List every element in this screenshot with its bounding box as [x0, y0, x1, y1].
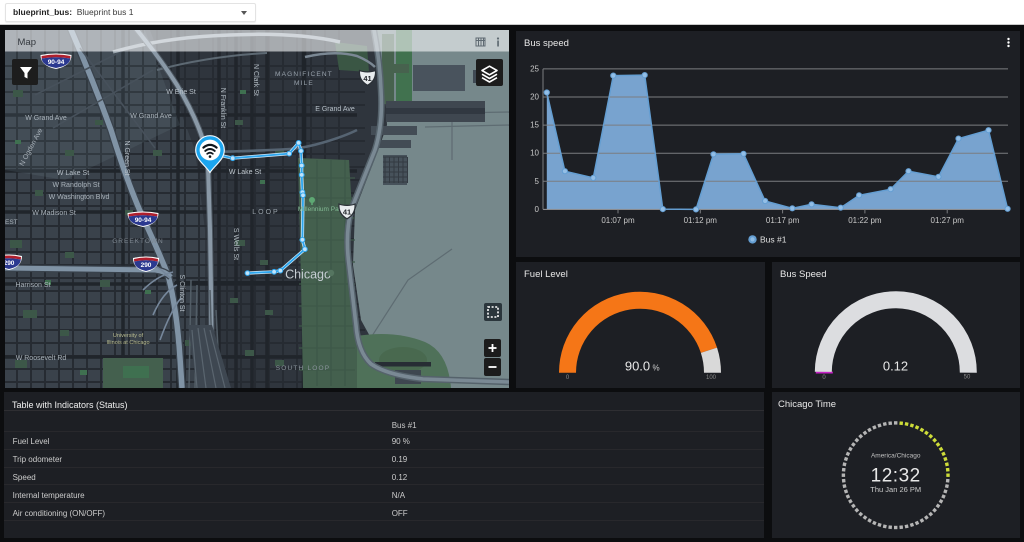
svg-text:Illinois at Chicago: Illinois at Chicago [106, 340, 149, 346]
svg-text:100: 100 [706, 375, 717, 381]
svg-text:MILE: MILE [294, 80, 314, 87]
svg-text:N Green St: N Green St [123, 140, 130, 175]
svg-text:01:27 pm: 01:27 pm [931, 216, 965, 225]
svg-text:%: % [653, 364, 660, 373]
svg-text:Chicago: Chicago [285, 268, 331, 282]
svg-text:W Erie St: W Erie St [166, 89, 196, 96]
svg-text:20: 20 [530, 93, 539, 102]
svg-text:41: 41 [343, 208, 351, 217]
svg-text:E Grand Ave: E Grand Ave [315, 106, 355, 113]
svg-text:W Lake St: W Lake St [57, 170, 89, 177]
svg-text:0: 0 [822, 375, 826, 381]
svg-text:10: 10 [530, 149, 539, 158]
svg-text:N Franklin St: N Franklin St [219, 88, 226, 129]
svg-text:S Wells St: S Wells St [232, 228, 239, 260]
svg-text:GREEKTOWN: GREEKTOWN [112, 238, 164, 245]
svg-text:W Grand Ave: W Grand Ave [130, 113, 172, 120]
svg-text:0.12: 0.12 [883, 359, 908, 374]
svg-text:01:22 pm: 01:22 pm [848, 216, 882, 225]
svg-text:90-94: 90-94 [135, 217, 152, 224]
svg-text:Map: Map [18, 37, 36, 48]
svg-text:America/Chicago: America/Chicago [871, 453, 921, 460]
svg-text:W Lake St: W Lake St [229, 169, 261, 176]
svg-text:0: 0 [535, 205, 540, 214]
svg-text:SOUTH LOOP: SOUTH LOOP [276, 365, 331, 372]
svg-text:W Roosevelt Rd: W Roosevelt Rd [16, 355, 67, 362]
svg-text:W Randolph St: W Randolph St [52, 182, 99, 189]
svg-text:90.0: 90.0 [625, 359, 650, 374]
svg-text:Harrison St: Harrison St [15, 282, 50, 289]
svg-text:W Grand Ave: W Grand Ave [25, 115, 67, 122]
svg-text:LOOP: LOOP [252, 209, 279, 216]
svg-text:W Washington Blvd: W Washington Blvd [49, 194, 110, 201]
svg-text:290: 290 [5, 260, 15, 267]
svg-text:University of: University of [113, 333, 144, 339]
svg-text:290: 290 [141, 262, 152, 269]
svg-text:01:17 pm: 01:17 pm [766, 216, 800, 225]
svg-text:50: 50 [964, 375, 971, 381]
svg-text:N Clark St: N Clark St [252, 64, 259, 96]
svg-text:5: 5 [535, 177, 540, 186]
svg-text:Bus #1: Bus #1 [760, 235, 787, 245]
svg-text:S Clinton St: S Clinton St [178, 275, 185, 312]
svg-text:90-94: 90-94 [48, 59, 65, 66]
svg-text:0: 0 [566, 375, 570, 381]
svg-text:Thu Jan 26 PM: Thu Jan 26 PM [870, 485, 921, 494]
svg-text:01:07 pm: 01:07 pm [601, 216, 635, 225]
svg-text:12:32: 12:32 [871, 466, 921, 487]
svg-text:01:12 pm: 01:12 pm [684, 216, 718, 225]
svg-text:25: 25 [530, 64, 539, 73]
svg-text:EST: EST [5, 219, 18, 226]
svg-text:15: 15 [530, 121, 539, 130]
svg-text:41: 41 [363, 74, 371, 83]
svg-text:W Madison St: W Madison St [32, 210, 76, 217]
svg-text:Millennium Park: Millennium Park [298, 206, 345, 213]
svg-text:MAGNIFICENT: MAGNIFICENT [275, 71, 333, 78]
